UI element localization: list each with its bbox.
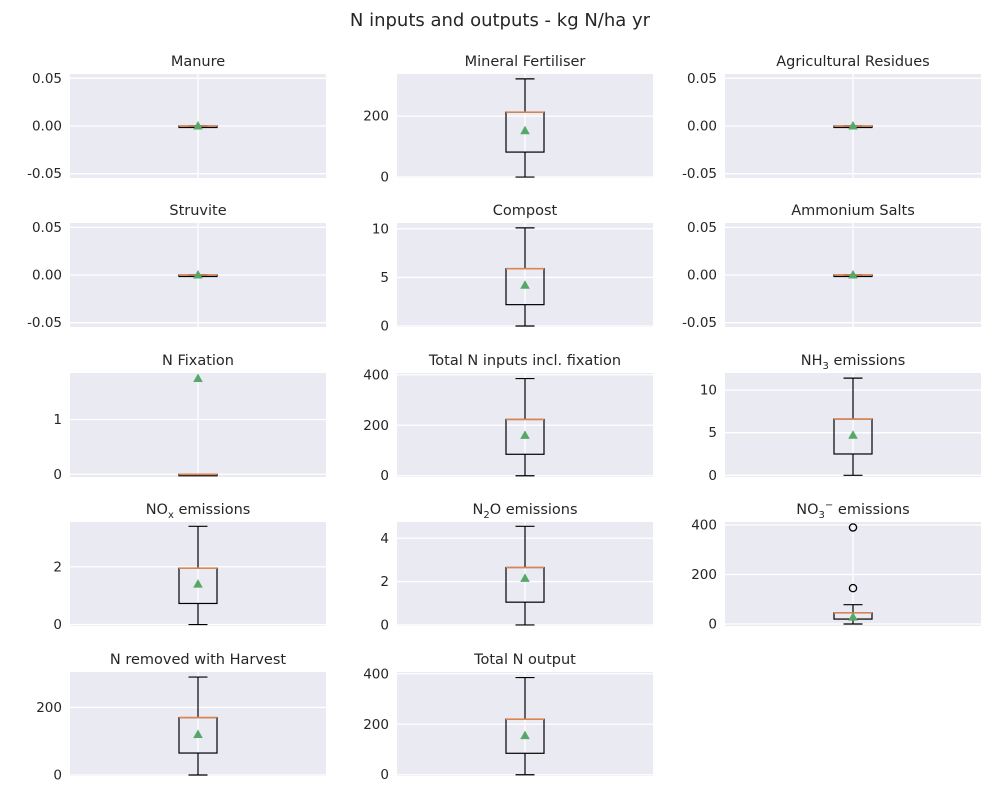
y-tick-label: 400	[691, 517, 717, 533]
subplot: 0.05 0.00 -0.05 Manure	[27, 54, 326, 182]
y-tick-label: -0.05	[27, 315, 62, 331]
subplot: 10 5 0 NH3 emissions	[700, 353, 981, 484]
mean-marker	[193, 121, 203, 130]
y-tick-label: 0	[380, 319, 389, 335]
y-tick-label: 0	[53, 467, 62, 483]
y-tick-label: 2	[53, 559, 62, 575]
outlier-point	[848, 583, 858, 593]
mean-marker	[520, 730, 530, 740]
subplot: 0.05 0.00 -0.05 Agricultural Residues	[682, 54, 981, 182]
y-tick-label: 0.00	[32, 119, 62, 135]
mean-marker	[520, 573, 530, 582]
y-tick-label: 200	[363, 418, 389, 434]
mean-marker	[520, 125, 530, 135]
y-tick-label: 0	[708, 617, 717, 633]
mean-marker	[848, 612, 858, 621]
y-tick-label: 0.05	[687, 71, 717, 87]
subplot-title: Total N output	[473, 652, 576, 668]
outlier-point	[848, 523, 858, 532]
subplot: 400 200 0 Total N output	[363, 652, 653, 783]
mean-marker	[193, 729, 203, 738]
y-tick-label: -0.05	[682, 315, 717, 331]
subplot-title: Mineral Fertiliser	[465, 54, 586, 70]
y-tick-label: 10	[372, 221, 389, 237]
y-tick-label: 0	[380, 617, 389, 633]
y-tick-label: 2	[380, 574, 389, 590]
mean-marker	[520, 280, 530, 289]
subplot: 1 0 N Fixation	[53, 353, 326, 483]
y-tick-label: 0.05	[32, 71, 62, 87]
mean-marker	[193, 270, 203, 279]
y-tick-label: 200	[363, 717, 389, 733]
y-tick-label: 5	[708, 425, 717, 441]
mean-marker	[193, 579, 203, 588]
subplot-title: NH3 emissions	[801, 353, 906, 372]
y-tick-label: -0.05	[682, 166, 717, 182]
y-tick-label: 4	[380, 531, 389, 547]
subplot-title: Struvite	[169, 203, 226, 219]
subplot-title: NO3− emissions	[796, 500, 909, 521]
y-tick-label: 10	[700, 383, 717, 399]
subplot-title: Total N inputs incl. fixation	[428, 353, 621, 369]
y-tick-label: 0.05	[32, 220, 62, 236]
mean-marker	[520, 430, 530, 439]
y-tick-label: -0.05	[27, 166, 62, 182]
y-tick-label: 5	[380, 270, 389, 286]
subplot: 10 5 0 Compost	[372, 203, 653, 335]
mean-marker	[848, 121, 858, 130]
subplot-title: N removed with Harvest	[110, 652, 287, 668]
y-tick-label: 0	[708, 468, 717, 484]
mean-marker	[193, 373, 203, 382]
y-tick-label: 400	[363, 367, 389, 383]
subplot-title: N Fixation	[162, 353, 234, 369]
figure-title: N inputs and outputs - kg N/ha yr	[349, 10, 651, 31]
subplot: 400 200 0 NO3− emissions	[691, 500, 981, 633]
mean-marker	[848, 430, 858, 439]
subplot-title: Ammonium Salts	[791, 203, 915, 219]
y-tick-label: 200	[363, 109, 389, 125]
y-tick-label: 0	[380, 767, 389, 783]
subplot: 0.05 0.00 -0.05 Ammonium Salts	[682, 203, 981, 331]
subplot: 200 0 Mineral Fertiliser	[363, 54, 653, 186]
mean-marker	[848, 270, 858, 279]
subplot-title: NOx emissions	[146, 502, 251, 521]
subplot-title: Manure	[171, 54, 225, 70]
y-tick-label: 400	[363, 666, 389, 682]
y-tick-label: 200	[36, 700, 62, 716]
y-tick-label: 0	[380, 170, 389, 186]
y-tick-label: 0.00	[687, 268, 717, 284]
subplot: 200 0 N removed with Harvest	[36, 652, 326, 783]
y-tick-label: 0	[380, 468, 389, 484]
subplot-title: Compost	[493, 203, 558, 219]
y-tick-label: 0.00	[32, 268, 62, 284]
y-tick-label: 0.00	[687, 119, 717, 135]
subplot: 0.05 0.00 -0.05 Struvite	[27, 203, 326, 331]
y-tick-label: 200	[691, 567, 717, 583]
subplot-title: Agricultural Residues	[776, 54, 929, 70]
subplot: 4 2 0 N2O emissions	[380, 502, 653, 633]
y-tick-label: 1	[53, 412, 62, 428]
subplot-title: N2O emissions	[472, 502, 577, 521]
y-tick-label: 0	[53, 767, 62, 783]
subplot: 400 200 0 Total N inputs incl. fixation	[363, 353, 653, 484]
y-tick-label: 0	[53, 617, 62, 633]
subplot: 2 0 NOx emissions	[53, 502, 326, 633]
y-tick-label: 0.05	[687, 220, 717, 236]
